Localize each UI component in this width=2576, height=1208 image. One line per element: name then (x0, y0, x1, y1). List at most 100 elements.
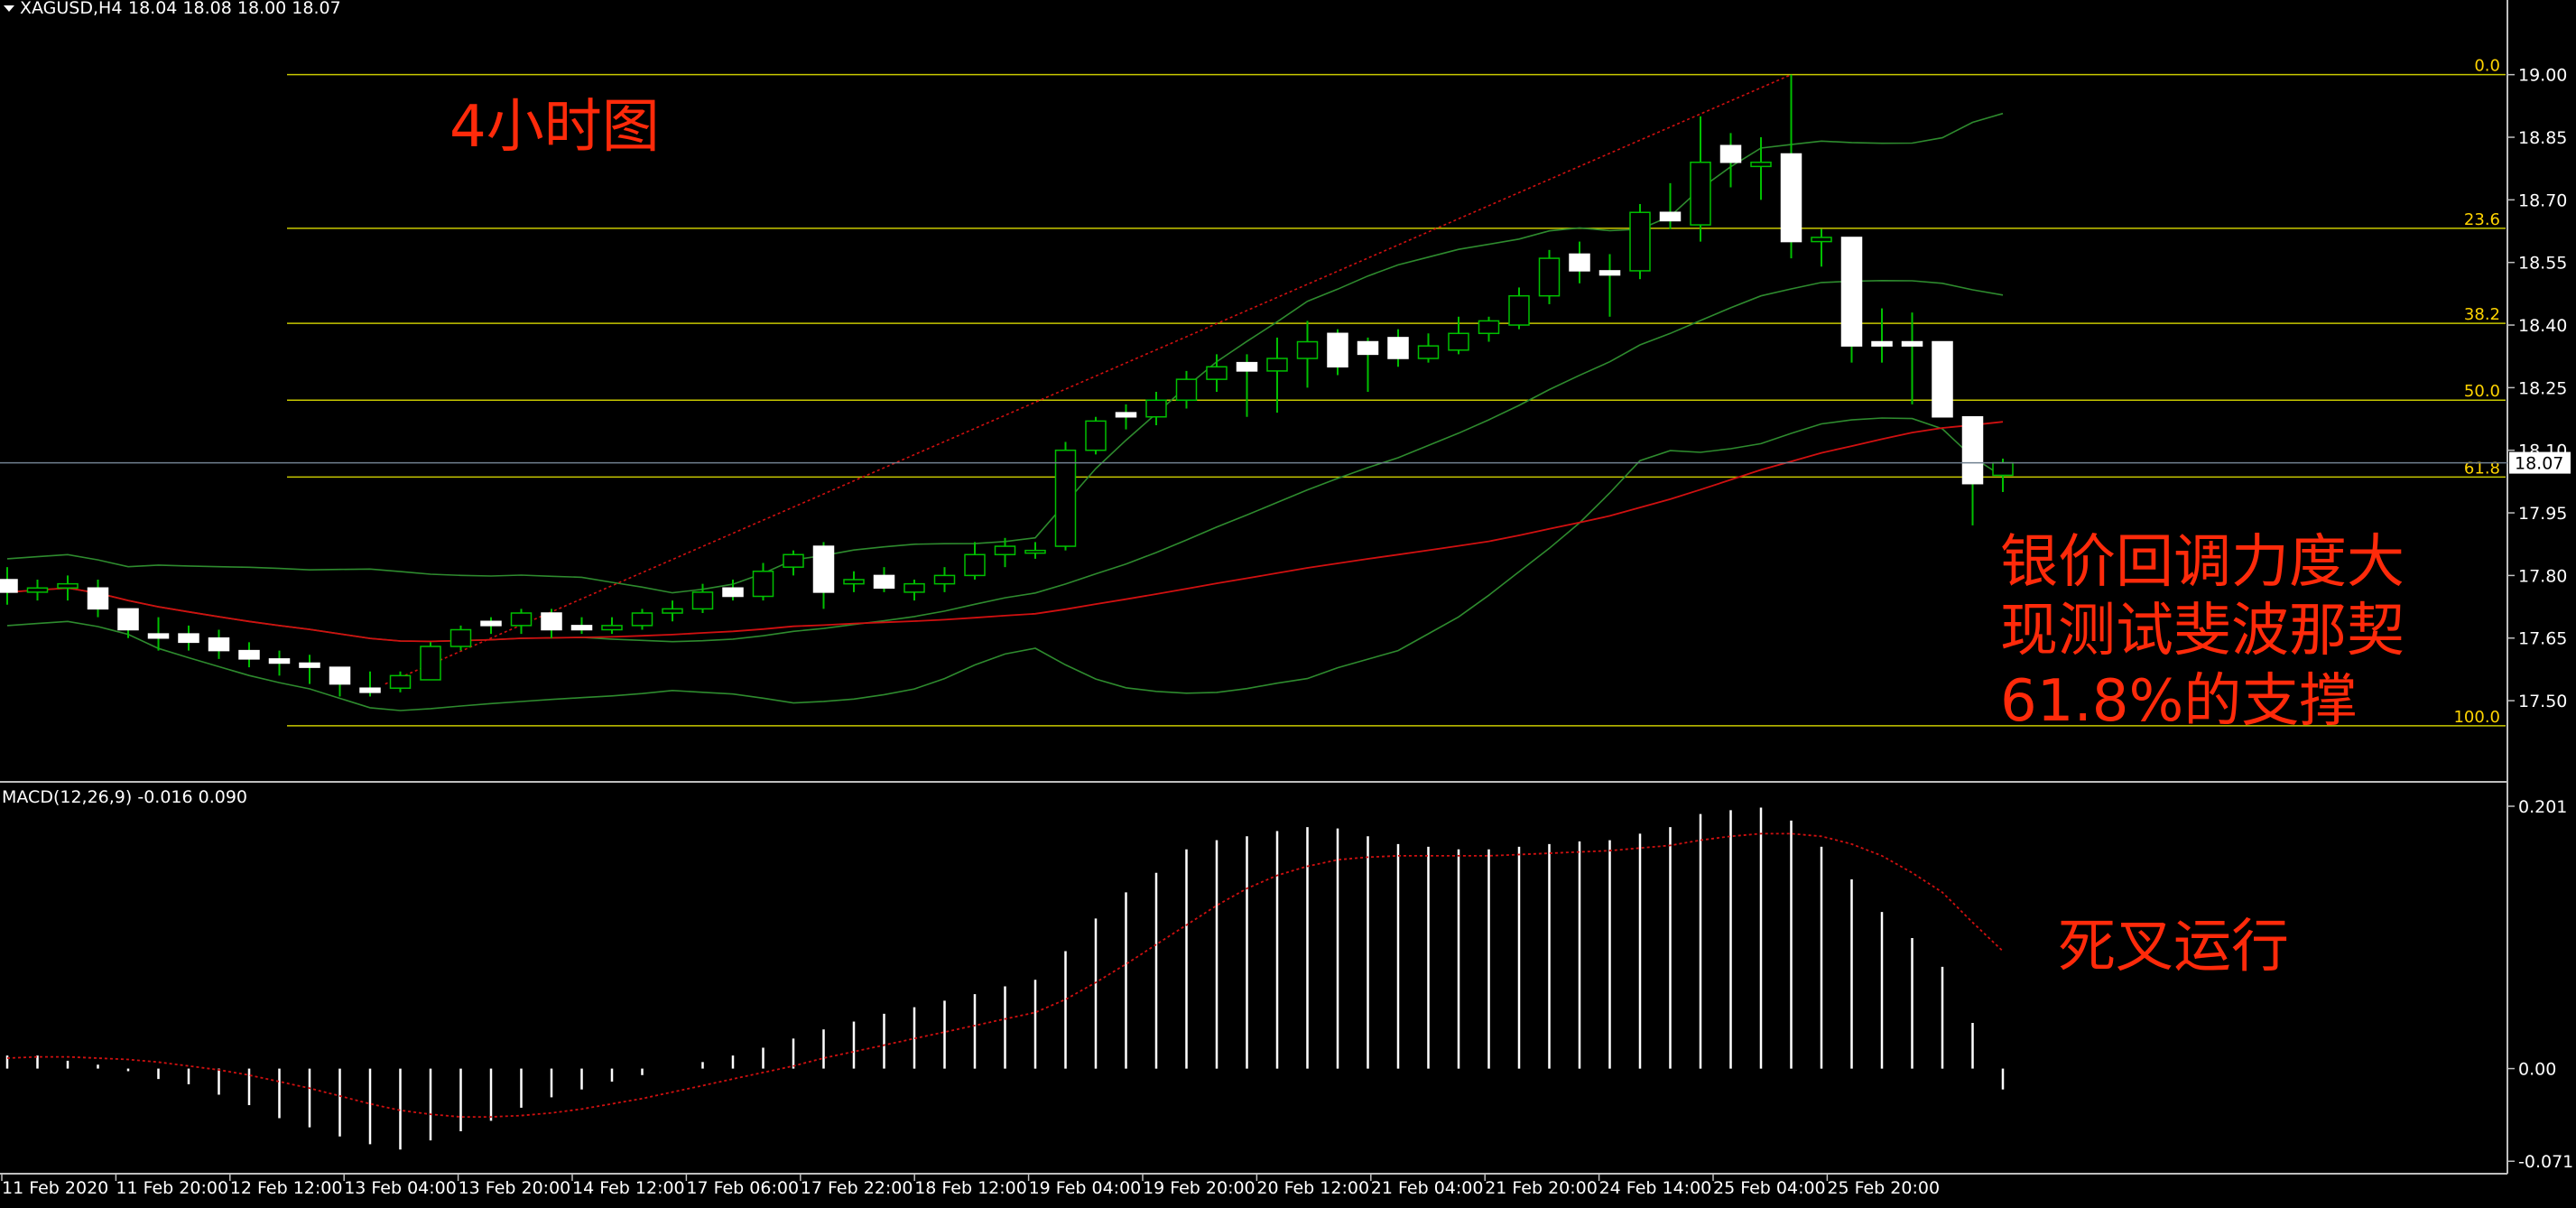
candle (812, 542, 835, 609)
candle (570, 617, 593, 635)
candle-body (1569, 253, 1590, 272)
price-tick-label-1: 18.85 (2518, 128, 2567, 148)
price-tick-label-0: 19.00 (2518, 66, 2567, 86)
price-axis: 19.0018.8518.7018.5518.4018.2518.1017.95… (2507, 66, 2567, 711)
candle-body (752, 571, 774, 598)
candle-body (1024, 549, 1046, 554)
trend-line[interactable] (385, 73, 1792, 685)
candle (1387, 329, 1409, 367)
candle (449, 625, 472, 651)
candle (1932, 340, 1953, 418)
time-tick-label-2: 12 Feb 12:00 (230, 1178, 343, 1198)
candle (1871, 308, 1893, 363)
fib-level-label-4: 61.8 (2464, 459, 2500, 478)
candle (1598, 254, 1621, 317)
candle (0, 567, 18, 605)
candle (1145, 392, 1167, 425)
candle-body (1871, 340, 1893, 347)
candle (359, 671, 381, 697)
candle (1901, 312, 1923, 404)
time-tick-label-1: 11 Feb 20:00 (116, 1178, 228, 1198)
price-tick-label-3: 18.55 (2518, 254, 2567, 274)
time-tick-label-10: 19 Feb 20:00 (1143, 1178, 1256, 1198)
candle-body (299, 662, 320, 668)
price-tick-label-5: 18.25 (2518, 378, 2567, 398)
candle (1296, 321, 1319, 388)
macd-pane: 0.201 0.00 -0.071 (5, 797, 2573, 1172)
fib-level-label-0: 0.0 (2474, 57, 2500, 76)
macd-tick-label-2: -0.071 (2518, 1152, 2573, 1172)
candle-body (87, 587, 109, 610)
time-tick-label-0: 11 Feb 2020 (2, 1178, 108, 1198)
candle-body (1508, 294, 1530, 326)
candle (691, 583, 714, 614)
fib-level-label-2: 38.2 (2464, 305, 2500, 324)
candle (238, 642, 260, 668)
candle-body (1266, 358, 1288, 372)
fib-level-label-1: 23.6 (2464, 210, 2500, 229)
candle-body (843, 579, 865, 585)
candle (299, 655, 320, 684)
candle (208, 629, 230, 659)
candle-body (1538, 257, 1561, 297)
candle (783, 550, 804, 576)
candle (541, 609, 562, 638)
candle-body (449, 628, 472, 647)
candle (268, 650, 291, 676)
candle-body (1690, 161, 1711, 226)
candle (1175, 370, 1198, 409)
candle-body (147, 633, 170, 639)
candle (994, 537, 1016, 568)
candle-body (1598, 270, 1621, 276)
candle (722, 580, 744, 601)
candle-body (1236, 361, 1258, 372)
candle (26, 580, 49, 601)
fibonacci-retracement[interactable]: 0.0 23.6 38.2 50.0 61.8 100.0 (287, 57, 2506, 727)
candle (964, 542, 986, 581)
candle-body (178, 633, 199, 644)
candle (631, 609, 653, 630)
macd-tick-label-0: 0.201 (2518, 797, 2567, 817)
candle-body (1206, 366, 1228, 380)
price-tick-label-4: 18.40 (2518, 316, 2567, 336)
candle (601, 617, 623, 635)
macd-tick-label-1: 0.00 (2518, 1060, 2556, 1080)
candle-body (1357, 340, 1379, 356)
candle-body (389, 674, 412, 689)
candle (57, 575, 79, 601)
candle-body (1296, 340, 1319, 359)
candle-body (420, 646, 441, 681)
fib-level-label-3: 50.0 (2464, 382, 2500, 401)
candle-body (26, 587, 49, 593)
time-tick-label-15: 25 Feb 04:00 (1713, 1178, 1826, 1198)
candle (1448, 316, 1469, 355)
candle (1266, 337, 1288, 414)
candle (1085, 416, 1107, 455)
candle (1961, 415, 1984, 525)
time-tick-label-16: 25 Feb 20:00 (1827, 1178, 1940, 1198)
candle-body (1145, 399, 1167, 418)
candle (480, 617, 502, 635)
time-tick-label-3: 13 Feb 04:00 (344, 1178, 457, 1198)
candle-body (1840, 237, 1863, 347)
candle-body (1448, 332, 1469, 351)
candle-body (1387, 337, 1409, 359)
time-tick-label-11: 20 Feb 12:00 (1256, 1178, 1369, 1198)
candle (1659, 182, 1682, 229)
candle (510, 609, 533, 635)
time-tick-label-9: 19 Feb 04:00 (1029, 1178, 1142, 1198)
candle-body (691, 591, 714, 610)
candle (1327, 329, 1348, 376)
candle (662, 600, 683, 622)
candle (1569, 241, 1590, 283)
candle-body (0, 579, 18, 593)
note-line-1: 银价回调力度大 (2000, 529, 2405, 596)
candle-body (1054, 449, 1077, 547)
candle (1508, 287, 1530, 330)
candle (389, 671, 412, 692)
candle-body (601, 625, 623, 631)
macd-annotation: 死叉运行 (2058, 914, 2289, 980)
dropdown-arrow-icon[interactable] (4, 5, 14, 12)
candle-body (268, 658, 291, 664)
